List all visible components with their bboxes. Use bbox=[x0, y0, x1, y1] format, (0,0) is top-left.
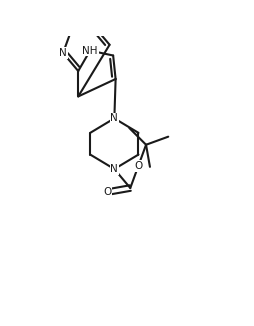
Text: O: O bbox=[103, 187, 111, 197]
Text: N: N bbox=[110, 113, 118, 123]
Text: O: O bbox=[134, 161, 142, 171]
Text: N: N bbox=[110, 164, 118, 174]
Text: NH: NH bbox=[82, 46, 98, 56]
Text: N: N bbox=[59, 48, 67, 58]
